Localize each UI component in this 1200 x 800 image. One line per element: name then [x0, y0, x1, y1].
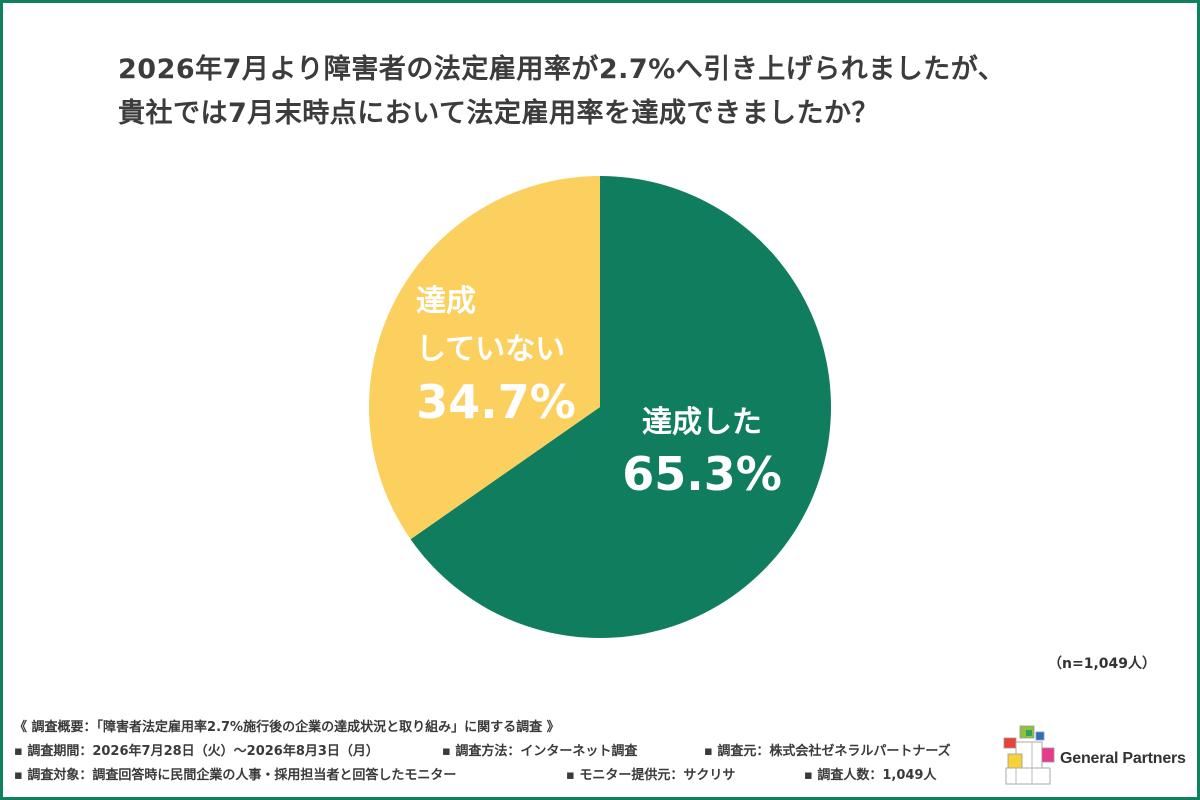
- survey-period: ▪ 調査期間：2026年7月28日（火）～2026年8月3日（月）: [14, 744, 379, 759]
- monitor-provider: ▪ モニター提供元：サクリサ: [566, 768, 736, 783]
- survey-count: ▪ 調査人数：1,049人: [804, 768, 937, 783]
- sample-size-note: （n=1,049人）: [1048, 656, 1156, 672]
- survey-footer: 《 調査概要：「障害者法定雇用率2.7%施行後の企業の達成状況と取り組み」に関す…: [14, 716, 1004, 788]
- pie-slice-achieved: [410, 176, 831, 638]
- slice-label-not-achieved-line2: していない: [416, 332, 565, 367]
- pie-slice-not-achieved: [369, 176, 600, 540]
- survey-target: ▪ 調査対象：調査回答時に民間企業の人事・採用担当者と回答したモニター: [14, 768, 457, 783]
- logo-cubes-icon: [1003, 725, 1055, 785]
- footer-row-2: ▪ 調査対象：調査回答時に民間企業の人事・採用担当者と回答したモニター ▪ モニ…: [14, 764, 1004, 788]
- slice-label-achieved: 達成した: [642, 405, 762, 440]
- chart-title: 2026年7月より障害者の法定雇用率が2.7%へ引き上げられましたが、 貴社では…: [118, 48, 1118, 136]
- footer-row-1: ▪ 調査期間：2026年7月28日（火）～2026年8月3日（月） ▪ 調査方法…: [14, 740, 1004, 764]
- general-partners-logo: General Partners: [1002, 722, 1188, 788]
- survey-source: ▪ 調査元：株式会社ゼネラルパートナーズ: [704, 744, 951, 759]
- survey-summary-text: 《 調査概要：「障害者法定雇用率2.7%施行後の企業の達成状況と取り組み」に関す…: [14, 720, 560, 735]
- survey-method: ▪ 調査方法：インターネット調査: [442, 744, 638, 759]
- slice-value-achieved: 65.3%: [622, 447, 782, 501]
- logo-text: General Partners: [1060, 750, 1186, 767]
- title-line-1: 2026年7月より障害者の法定雇用率が2.7%へ引き上げられましたが、: [118, 54, 1006, 85]
- survey-summary: 《 調査概要：「障害者法定雇用率2.7%施行後の企業の達成状況と取り組み」に関す…: [14, 716, 1004, 740]
- slice-label-not-achieved-line1: 達成: [416, 284, 476, 319]
- slice-value-not-achieved: 34.7%: [416, 375, 576, 429]
- title-line-2: 貴社では7月末時点において法定雇用率を達成できましたか？: [118, 98, 879, 129]
